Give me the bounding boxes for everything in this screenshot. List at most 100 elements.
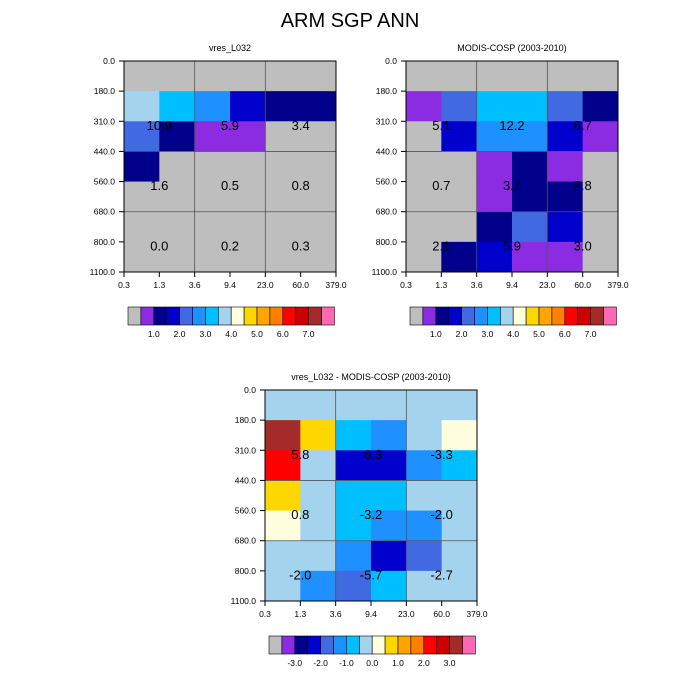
x-tick-label: 9.4 bbox=[506, 280, 518, 290]
heatmap-cell bbox=[230, 151, 266, 183]
colorbar-box bbox=[499, 306, 514, 326]
heatmap-cell bbox=[159, 151, 196, 183]
heatmap-cell bbox=[406, 540, 443, 572]
heatmap-cell bbox=[441, 480, 478, 512]
y-tick-label: 800.0 bbox=[376, 237, 398, 247]
heatmap-cell bbox=[124, 151, 160, 183]
heatmap-cell bbox=[441, 510, 478, 542]
colorbar-label: 5.0 bbox=[533, 329, 545, 339]
heatmap-cell bbox=[335, 570, 372, 602]
heatmap-cell bbox=[512, 91, 548, 122]
colorbar-box bbox=[436, 635, 450, 655]
colorbar-box bbox=[205, 306, 219, 326]
panel-title: MODIS-COSP (2003-2010) bbox=[457, 43, 566, 53]
heatmap-cell bbox=[265, 420, 301, 451]
colorbar-label: 4.0 bbox=[507, 329, 519, 339]
region-value-label: 0.5 bbox=[221, 178, 239, 193]
heatmap-cell bbox=[406, 211, 442, 243]
heatmap-cell bbox=[582, 151, 619, 183]
heatmap-cell bbox=[194, 61, 231, 92]
y-tick-label: 560.0 bbox=[235, 506, 257, 516]
region-value-label: -2.0 bbox=[430, 507, 452, 522]
colorbar-box bbox=[308, 306, 322, 326]
region-value-label: 2.1 bbox=[432, 238, 450, 253]
heatmap-cell bbox=[512, 211, 548, 243]
colorbar-box bbox=[371, 635, 386, 655]
y-tick-label: 680.0 bbox=[94, 207, 116, 217]
heatmap-cell bbox=[406, 61, 442, 92]
colorbar-box bbox=[435, 306, 449, 326]
heatmap-cell bbox=[476, 211, 513, 243]
heatmap-cell bbox=[371, 420, 407, 451]
heatmap-cell bbox=[300, 450, 337, 481]
colorbar-label: 5.0 bbox=[251, 329, 263, 339]
heatmap-cell bbox=[582, 61, 619, 92]
heatmap-cell bbox=[406, 420, 443, 451]
y-tick-label: 180.0 bbox=[94, 86, 116, 96]
x-tick-label: 9.4 bbox=[365, 609, 377, 619]
heatmap-cell bbox=[406, 151, 442, 183]
heatmap-cell bbox=[441, 211, 478, 243]
heatmap-cell bbox=[335, 450, 372, 481]
x-tick-label: 379.0 bbox=[607, 280, 629, 290]
colorbar-box bbox=[462, 635, 476, 655]
heatmap-cell bbox=[371, 390, 407, 421]
colorbar-box bbox=[320, 635, 334, 655]
heatmap-cell bbox=[230, 181, 266, 213]
heatmap-cell bbox=[230, 211, 266, 243]
heatmap-cell bbox=[124, 181, 160, 213]
heatmap-cell bbox=[476, 61, 513, 92]
colorbar-box bbox=[397, 635, 412, 655]
heatmap-cell bbox=[547, 241, 584, 273]
heatmap-cell bbox=[406, 241, 442, 273]
y-tick-label: 180.0 bbox=[376, 86, 398, 96]
chart-panel-2: MODIS-COSP (2003-2010) 0.0 180.0 310.0 440.0… bbox=[372, 43, 629, 339]
y-tick-label: 560.0 bbox=[376, 177, 398, 187]
heatmap-cell bbox=[371, 570, 407, 602]
heatmap-cell bbox=[265, 480, 301, 512]
heatmap-cell bbox=[300, 480, 337, 512]
colorbar-label: -1.0 bbox=[339, 658, 354, 668]
y-tick-label: 440.0 bbox=[376, 146, 398, 156]
colorbar-box bbox=[243, 306, 258, 326]
x-tick-label: 379.0 bbox=[466, 609, 488, 619]
x-tick-label: 23.0 bbox=[539, 280, 556, 290]
heatmap-cell bbox=[265, 151, 302, 183]
heatmap-cell bbox=[441, 390, 478, 421]
colorbar-label: 3.0 bbox=[199, 329, 211, 339]
heatmap-cell bbox=[159, 241, 196, 273]
heatmap-cell bbox=[371, 540, 407, 572]
heatmap-cell bbox=[582, 91, 619, 122]
region-value-label: 0.0 bbox=[150, 238, 168, 253]
region-value-label: 5.8 bbox=[291, 447, 309, 462]
heatmap-cell bbox=[335, 510, 372, 542]
colorbar-box bbox=[333, 635, 347, 655]
x-tick-label: 23.0 bbox=[257, 280, 274, 290]
heatmap-cell bbox=[300, 181, 337, 213]
heatmap-cell bbox=[441, 420, 478, 451]
colorbar-box bbox=[166, 306, 180, 326]
heatmap-cell bbox=[265, 540, 301, 572]
colorbar-box bbox=[140, 306, 155, 326]
heatmap-cell bbox=[265, 390, 301, 421]
colorbar-box bbox=[294, 635, 308, 655]
region-value-label: 10.9 bbox=[147, 118, 172, 133]
heatmap-cell bbox=[194, 151, 231, 183]
y-tick-label: 0.0 bbox=[103, 56, 115, 66]
chart-panel-3: vres_L032 - MODIS-COSP (2003-2010) 0.0 180… bbox=[231, 372, 488, 668]
heatmap-cell bbox=[547, 121, 584, 152]
region-value-label: 0.2 bbox=[221, 238, 239, 253]
heatmap-cell bbox=[406, 570, 443, 602]
heatmap-cell bbox=[300, 390, 337, 421]
heatmap-cell bbox=[406, 390, 443, 421]
region-value-label: 6.7 bbox=[574, 118, 592, 133]
heatmap-cell bbox=[300, 61, 337, 92]
heatmap-cell bbox=[194, 211, 231, 243]
y-tick-label: 180.0 bbox=[235, 415, 257, 425]
x-tick-label: 9.4 bbox=[224, 280, 236, 290]
heatmap-cell bbox=[265, 510, 301, 542]
x-tick-label: 23.0 bbox=[398, 609, 415, 619]
heatmap-cell bbox=[194, 121, 231, 152]
heatmap-cell bbox=[406, 121, 442, 152]
